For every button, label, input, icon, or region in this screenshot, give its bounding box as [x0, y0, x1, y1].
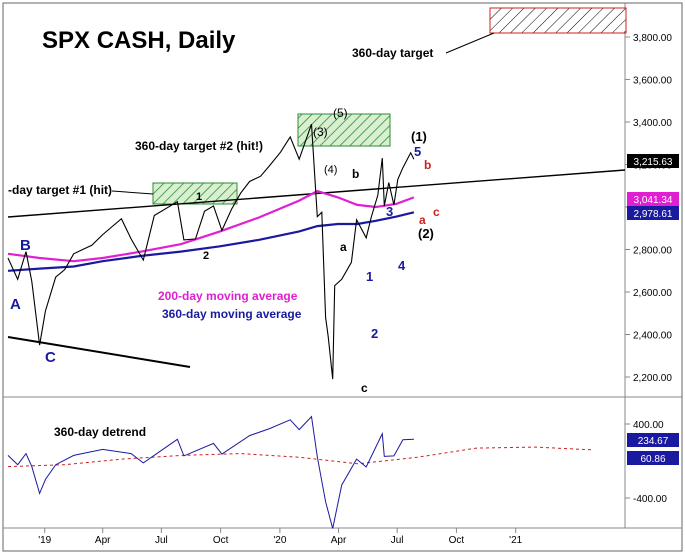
annotation-target-1: -day target #1 (hit): [8, 183, 112, 197]
detrend-value-label-box: [627, 433, 679, 447]
wave-label: 5: [414, 144, 421, 159]
detrend-line: [7, 415, 414, 529]
wave-label: 1: [366, 269, 373, 284]
wave-label: C: [45, 349, 56, 366]
detrend-title: 360-day detrend: [54, 425, 146, 439]
lower-trendline: [7, 336, 191, 368]
x-tick-label: '19: [38, 535, 51, 546]
annotation-target-2: 360-day target #2 (hit!): [135, 139, 263, 153]
annotation-200dma: 200-day moving average: [158, 289, 298, 303]
spx-price-line: [7, 123, 415, 380]
target-pointer: [445, 32, 495, 54]
y-tick-label: 3,400.00: [633, 118, 672, 129]
target1-pointer: [111, 190, 154, 195]
target-box-2: [297, 113, 391, 147]
x-tick-label: '21: [509, 535, 522, 546]
wave-label: B: [20, 237, 31, 254]
axis-layer: 3,800.003,600.003,400.003,200.003,000.00…: [38, 33, 672, 546]
wave-label: b: [424, 158, 431, 172]
x-tick-label: Apr: [95, 535, 111, 546]
x-tick-label: '20: [273, 535, 286, 546]
y-tick-label: 2,600.00: [633, 288, 672, 299]
wave-label: (2): [418, 226, 434, 241]
wave-label: c: [433, 205, 440, 219]
wave-label: 2: [371, 326, 378, 341]
wave-label: (1): [411, 129, 427, 144]
x-tick-label: Oct: [213, 535, 229, 546]
y-tick-label: 3,600.00: [633, 76, 672, 87]
price-label-layer: 3,215.63 3,041.34 2,978.61 234.67 60.86: [627, 154, 679, 465]
wave-label: 2: [203, 250, 209, 262]
price-label-ma360-box: [627, 206, 679, 220]
wave-label: (4): [324, 164, 337, 176]
wave-label: 3: [386, 204, 393, 219]
annotation-360dma: 360-day moving average: [162, 307, 302, 321]
price-label-spx-box: [627, 154, 679, 168]
price-label-spx: 3,215.63: [634, 157, 673, 168]
target-box-360: [489, 7, 627, 34]
ma200-line: [7, 189, 415, 263]
upper-trendline: [7, 169, 626, 218]
annotation-360-target: 360-day target: [352, 46, 433, 60]
wave-label: 1: [196, 191, 202, 203]
wave-label: (3): [313, 125, 328, 139]
detrend-base-label: 60.86: [640, 454, 665, 465]
y-tick-label: 400.00: [633, 420, 664, 431]
price-label-ma200-box: [627, 192, 679, 206]
wave-label: a: [340, 240, 347, 254]
y-tick-label: 2,400.00: [633, 331, 672, 342]
detrend-value-label: 234.67: [638, 436, 669, 447]
y-tick-label: 2,800.00: [633, 246, 672, 257]
wave-label: (5): [333, 106, 348, 120]
price-label-ma200: 3,041.34: [634, 195, 673, 206]
price-label-ma360: 2,978.61: [634, 209, 673, 220]
y-tick-label: 3,800.00: [633, 33, 672, 44]
x-tick-label: Jul: [155, 535, 168, 546]
x-tick-label: Jul: [391, 535, 404, 546]
y-tick-label: 2,200.00: [633, 373, 672, 384]
chart-title: SPX CASH, Daily: [42, 27, 236, 54]
detrend-baseline: [7, 446, 594, 468]
x-tick-label: Apr: [331, 535, 347, 546]
x-tick-label: Oct: [449, 535, 465, 546]
series-layer: [7, 123, 594, 529]
wave-label: a: [419, 213, 426, 227]
wave-label: A: [10, 296, 21, 313]
y-tick-label: -400.00: [633, 494, 667, 505]
wave-label: b: [352, 167, 359, 181]
wave-label: 4: [398, 258, 406, 273]
detrend-base-label-box: [627, 451, 679, 465]
wave-label: c: [361, 381, 368, 395]
